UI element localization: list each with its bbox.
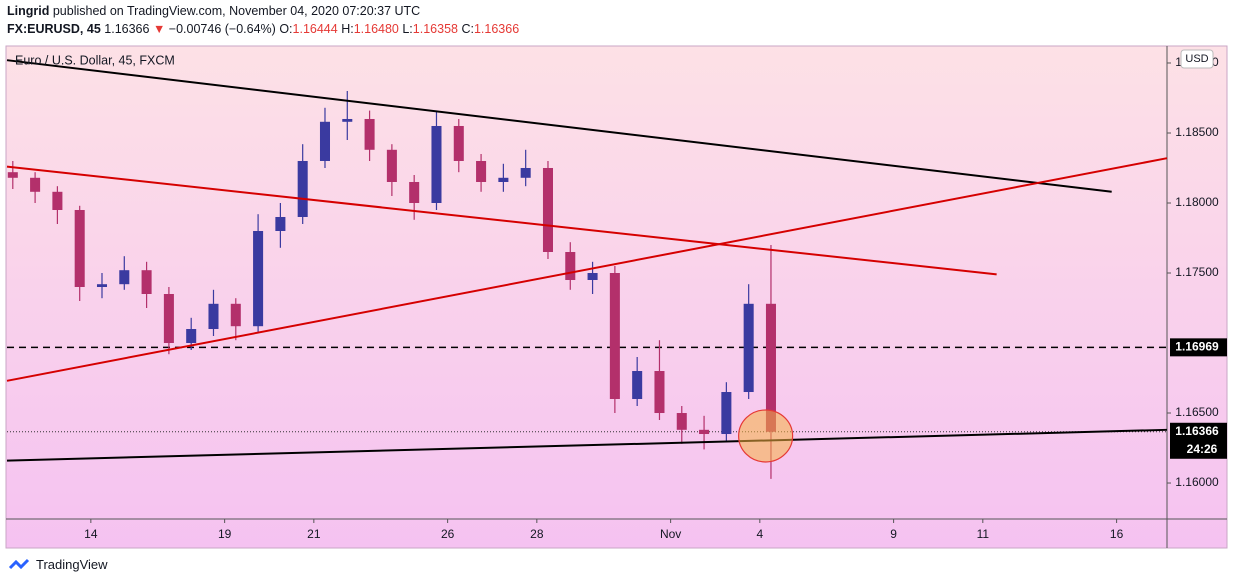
trend-line — [6, 157, 1168, 382]
published: published on TradingView.com, November 0… — [52, 4, 421, 18]
legend: Euro / U.S. Dollar, 45, FXCM — [15, 53, 175, 67]
x-tick-label: 26 — [441, 527, 455, 541]
trend-line — [6, 165, 997, 276]
footer: TradingView — [8, 557, 108, 572]
candle-body — [319, 121, 331, 161]
ohlc-value: 1.16480 — [353, 22, 399, 36]
candle-body — [453, 125, 464, 161]
candle-body — [297, 160, 308, 217]
publish-line: Lingrid published on TradingView.com, No… — [7, 4, 420, 18]
logo-icon — [8, 558, 30, 569]
last-price-box — [1170, 422, 1227, 459]
x-tick-label: 4 — [756, 527, 763, 541]
y-tick-label: 1.16000 — [1175, 475, 1219, 489]
candle-body — [74, 209, 85, 288]
candle-body — [141, 270, 152, 295]
x-tick-label: 19 — [218, 527, 232, 541]
x-tick-label: 16 — [1110, 527, 1124, 541]
candle-body — [520, 167, 531, 178]
y-tick-label: 1.16500 — [1175, 405, 1219, 419]
candle-body — [96, 284, 108, 288]
candle-body — [654, 371, 665, 414]
y-tick-label: 1.18500 — [1175, 125, 1219, 139]
ohlc-label: C: — [461, 22, 474, 36]
x-tick-label: 11 — [977, 527, 990, 541]
candle-body — [30, 177, 41, 192]
candle-body — [498, 177, 509, 182]
x-tick-label: 28 — [530, 527, 544, 541]
ohlc-label: O: — [279, 22, 293, 36]
candle-body — [7, 172, 18, 178]
currency-button[interactable] — [1180, 49, 1214, 69]
y-tick-label: 1.17500 — [1175, 265, 1219, 279]
ohlc-value: 1.16444 — [292, 22, 338, 36]
level-box — [1170, 338, 1227, 357]
ohlc-label: L: — [402, 22, 413, 36]
candle-body — [721, 392, 732, 435]
trend-line — [6, 59, 1112, 193]
candle-body — [609, 272, 620, 400]
candle-body — [186, 329, 197, 344]
candle-body — [476, 160, 487, 182]
y-tick-label: 1.18000 — [1175, 195, 1219, 209]
ohlc: O:1.16444 H:1.16480 L:1.16358 C:1.16366 — [279, 22, 519, 36]
x-tick-label: 9 — [890, 527, 897, 541]
last-price-label: 1.16366 — [1175, 424, 1219, 438]
candle-body — [364, 118, 375, 150]
x-tick-label: 21 — [307, 527, 321, 541]
symbol: FX:EURUSD, 45 — [7, 22, 101, 36]
candle-body — [342, 118, 353, 122]
candle-body — [431, 125, 442, 203]
candle-body — [409, 181, 420, 203]
candle-body — [275, 216, 286, 231]
candle-body — [386, 149, 397, 182]
candle-body — [208, 303, 219, 330]
candle-body — [253, 230, 264, 327]
candle-body — [632, 371, 643, 400]
x-tick-label: Nov — [660, 527, 681, 541]
candle-body — [119, 270, 130, 285]
candle-body — [565, 251, 576, 280]
ohlc-label: H: — [341, 22, 354, 36]
change: −0.00746 (−0.64%) — [168, 22, 276, 36]
candle-body — [52, 191, 63, 210]
x-tick-label: 14 — [84, 527, 98, 541]
arrow: ▼ — [152, 22, 166, 36]
ohlc-value: 1.16366 — [473, 22, 520, 36]
last: 1.16366 — [104, 22, 150, 36]
currency-label: USD — [1185, 53, 1208, 65]
countdown: 24:26 — [1187, 442, 1218, 456]
candle-body — [230, 303, 241, 327]
author: Lingrid — [7, 4, 50, 18]
candle-body — [587, 272, 598, 280]
candle-body — [542, 167, 553, 252]
candle-body — [699, 429, 710, 435]
candle-body — [765, 303, 776, 432]
symbol-line: FX:EURUSD, 45 1.16366 ▼ −0.00746 (−0.64%… — [7, 22, 519, 36]
brand: TradingView — [36, 557, 108, 572]
highlight-circle — [738, 409, 794, 463]
ohlc-value: 1.16358 — [412, 22, 458, 36]
candle-body — [743, 303, 754, 393]
level-label: 1.16969 — [1175, 340, 1219, 354]
candle-body — [676, 413, 687, 430]
trend-line — [6, 428, 1168, 462]
candle-body — [163, 294, 174, 344]
